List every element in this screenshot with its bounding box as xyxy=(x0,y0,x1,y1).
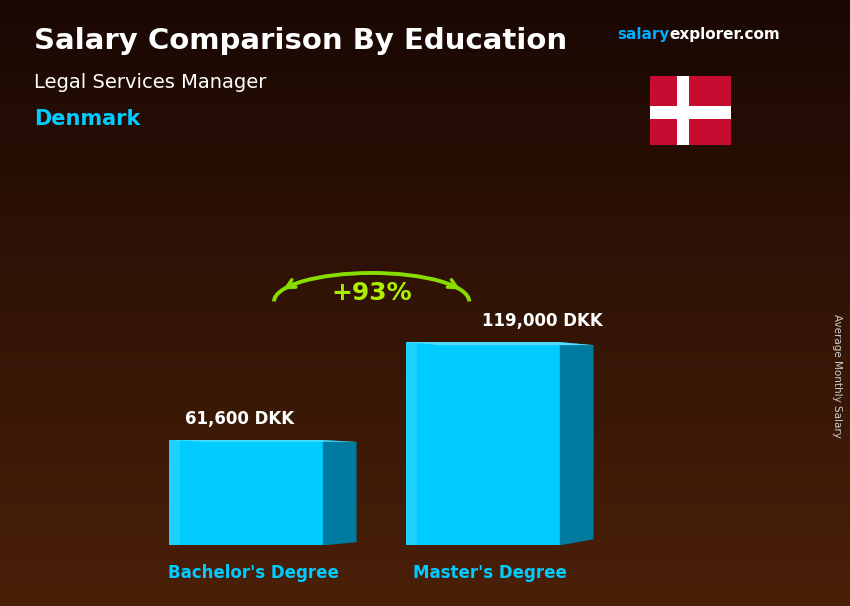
Polygon shape xyxy=(406,342,560,545)
Polygon shape xyxy=(560,342,593,545)
Text: Denmark: Denmark xyxy=(34,109,140,129)
Polygon shape xyxy=(169,440,180,545)
Text: 61,600 DKK: 61,600 DKK xyxy=(184,410,294,428)
Text: Legal Services Manager: Legal Services Manager xyxy=(34,73,266,92)
Text: salary: salary xyxy=(617,27,670,42)
Polygon shape xyxy=(169,440,323,545)
Text: 119,000 DKK: 119,000 DKK xyxy=(482,312,603,330)
Text: Master's Degree: Master's Degree xyxy=(413,564,567,582)
Polygon shape xyxy=(650,107,731,119)
Polygon shape xyxy=(169,440,356,442)
Polygon shape xyxy=(650,76,731,145)
Text: Bachelor's Degree: Bachelor's Degree xyxy=(167,564,338,582)
Text: explorer.com: explorer.com xyxy=(670,27,780,42)
Text: +93%: +93% xyxy=(332,281,412,305)
Text: Average Monthly Salary: Average Monthly Salary xyxy=(832,314,842,438)
Polygon shape xyxy=(677,76,689,145)
Polygon shape xyxy=(406,342,417,545)
Text: Salary Comparison By Education: Salary Comparison By Education xyxy=(34,27,567,55)
Polygon shape xyxy=(406,342,593,345)
Polygon shape xyxy=(323,440,356,545)
